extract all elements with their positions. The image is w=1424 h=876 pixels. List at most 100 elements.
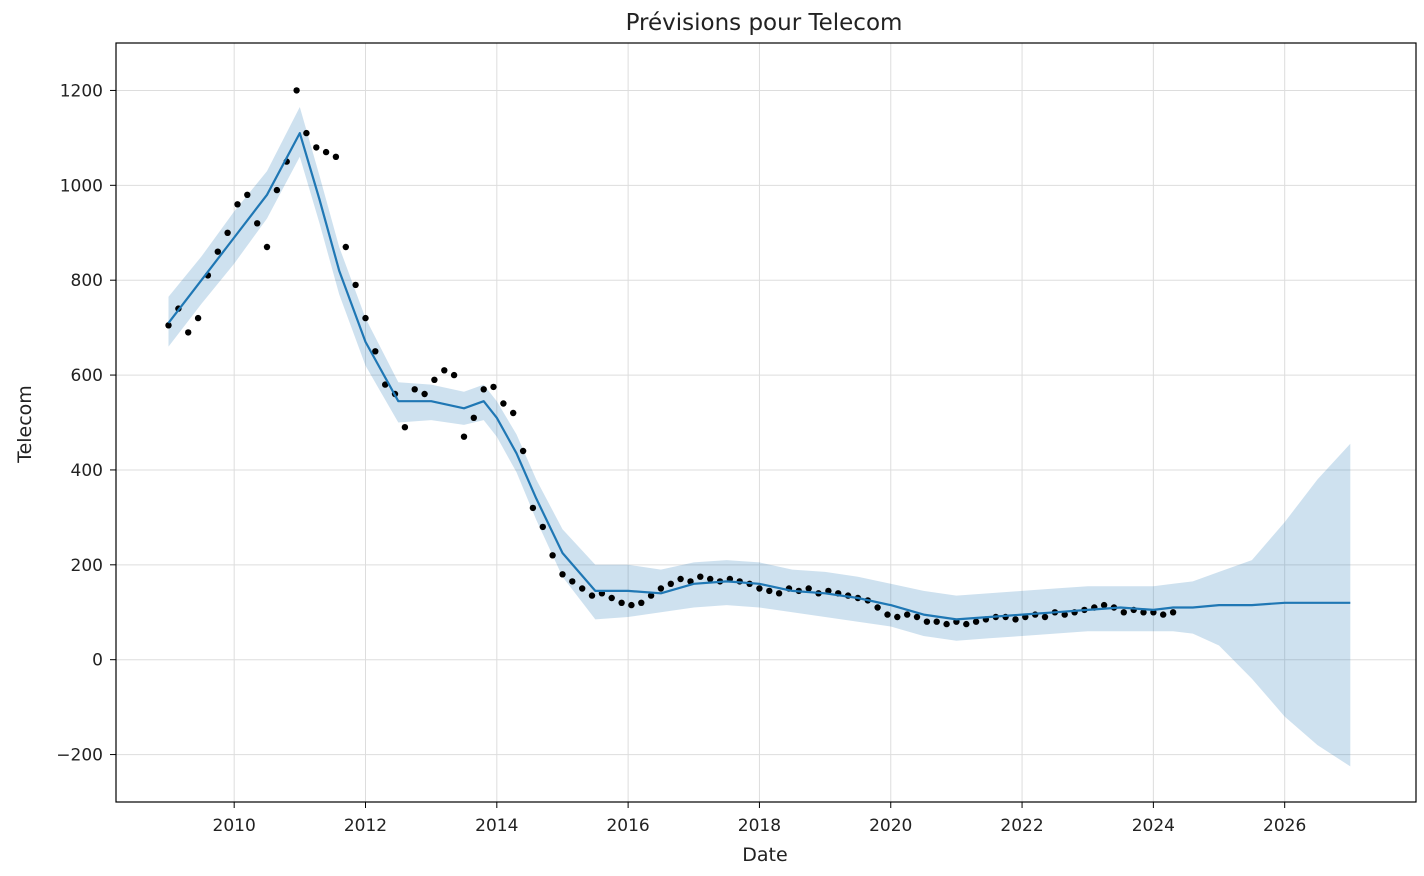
observed-point <box>677 575 684 583</box>
observed-point <box>569 578 576 585</box>
observed-point <box>401 424 409 431</box>
observed-point <box>519 447 527 455</box>
observed-point <box>638 599 645 606</box>
y-tick-label: 600 <box>71 366 103 386</box>
x-tick-label: 2012 <box>344 816 387 836</box>
observed-point <box>372 348 379 355</box>
observed-point <box>500 400 507 407</box>
observed-point <box>943 620 950 628</box>
observed-point <box>431 376 438 383</box>
observed-point <box>884 611 891 618</box>
observed-point <box>756 585 763 592</box>
observed-point <box>559 571 566 578</box>
observed-point <box>480 386 487 393</box>
x-axis-title: Date <box>742 844 787 866</box>
observed-point <box>775 590 783 597</box>
observed-point <box>165 322 172 329</box>
observed-point <box>214 248 221 255</box>
x-tick-label: 2024 <box>1132 816 1175 836</box>
observed-point <box>1120 609 1128 616</box>
observed-point <box>244 191 251 198</box>
forecast-line-path <box>167 132 1351 621</box>
observed-point <box>441 367 448 374</box>
observed-point <box>549 552 556 559</box>
observed-point <box>1041 613 1049 621</box>
observed-point <box>529 504 537 512</box>
observed-point <box>874 604 881 611</box>
observed-point <box>510 409 517 417</box>
y-tick-label: 200 <box>71 556 103 576</box>
observed-point <box>421 390 428 398</box>
observed-point <box>933 618 940 625</box>
observed-point <box>805 585 812 592</box>
observed-point <box>382 381 389 388</box>
y-tick-label: 1200 <box>60 81 103 101</box>
observed-point <box>1100 601 1108 609</box>
observed-point <box>342 243 349 251</box>
forecast-line <box>167 132 1351 621</box>
y-tick-label: 400 <box>71 461 103 481</box>
observed-point <box>490 383 497 391</box>
observed-point <box>657 585 665 592</box>
observed-point <box>254 220 261 227</box>
observed-point <box>667 580 674 587</box>
observed-point <box>322 148 330 156</box>
y-axis-title: Telecom <box>14 385 36 464</box>
observed-point <box>352 281 359 289</box>
x-tick-label: 2026 <box>1263 816 1306 836</box>
observed-point <box>923 618 931 625</box>
observed-point <box>313 144 320 151</box>
observed-point <box>460 433 468 440</box>
observed-point <box>618 599 625 606</box>
y-tick-label: 800 <box>71 271 103 291</box>
x-tick-label: 2020 <box>869 816 912 836</box>
y-axis-ticks: −200 0 200 400 600 800 1000 1200 <box>56 81 116 766</box>
observed-point <box>628 601 635 609</box>
x-axis-ticks: 2010 2012 2014 2016 2018 2020 2022 2024 2026 <box>213 802 1306 836</box>
observed-point <box>707 575 714 583</box>
observed-point <box>1140 609 1147 616</box>
y-tick-label: 0 <box>92 651 103 671</box>
chart-title: Prévisions pour Telecom <box>626 10 903 36</box>
uncertainty-band-area <box>168 107 1351 767</box>
observed-point <box>913 613 921 621</box>
observed-point <box>539 523 546 531</box>
observed-point <box>904 611 911 618</box>
plot-background <box>116 43 1416 802</box>
observed-point <box>697 573 704 580</box>
observed-point <box>470 414 477 421</box>
x-tick-label: 2022 <box>1000 816 1043 836</box>
observed-point <box>766 587 773 595</box>
observed-point <box>1061 611 1068 618</box>
observed-point <box>450 371 458 379</box>
observed-point <box>963 620 970 628</box>
observed-point <box>647 592 655 599</box>
uncertainty-band <box>168 107 1351 767</box>
y-tick-label: −200 <box>56 746 103 766</box>
x-tick-label: 2016 <box>606 816 649 836</box>
observed-point <box>1160 611 1167 618</box>
observed-point <box>1169 609 1177 616</box>
observed-point <box>234 201 241 208</box>
observed-point <box>185 329 192 336</box>
observed-point <box>1012 616 1019 623</box>
observed-point <box>588 592 596 599</box>
observed-point <box>894 613 901 621</box>
observed-point <box>263 243 271 251</box>
observed-point <box>362 314 369 322</box>
grid-lines <box>116 43 1416 802</box>
x-tick-label: 2014 <box>475 816 518 836</box>
observed-point <box>972 618 980 625</box>
observed-point <box>303 129 310 137</box>
observed-point <box>579 585 586 592</box>
observed-point <box>293 87 300 94</box>
observed-point <box>194 314 202 322</box>
observed-point <box>411 386 418 393</box>
observed-point <box>273 186 281 194</box>
x-tick-label: 2018 <box>738 816 781 836</box>
x-tick-label: 2010 <box>213 816 256 836</box>
observed-point <box>608 594 615 602</box>
observed-point <box>332 153 340 160</box>
